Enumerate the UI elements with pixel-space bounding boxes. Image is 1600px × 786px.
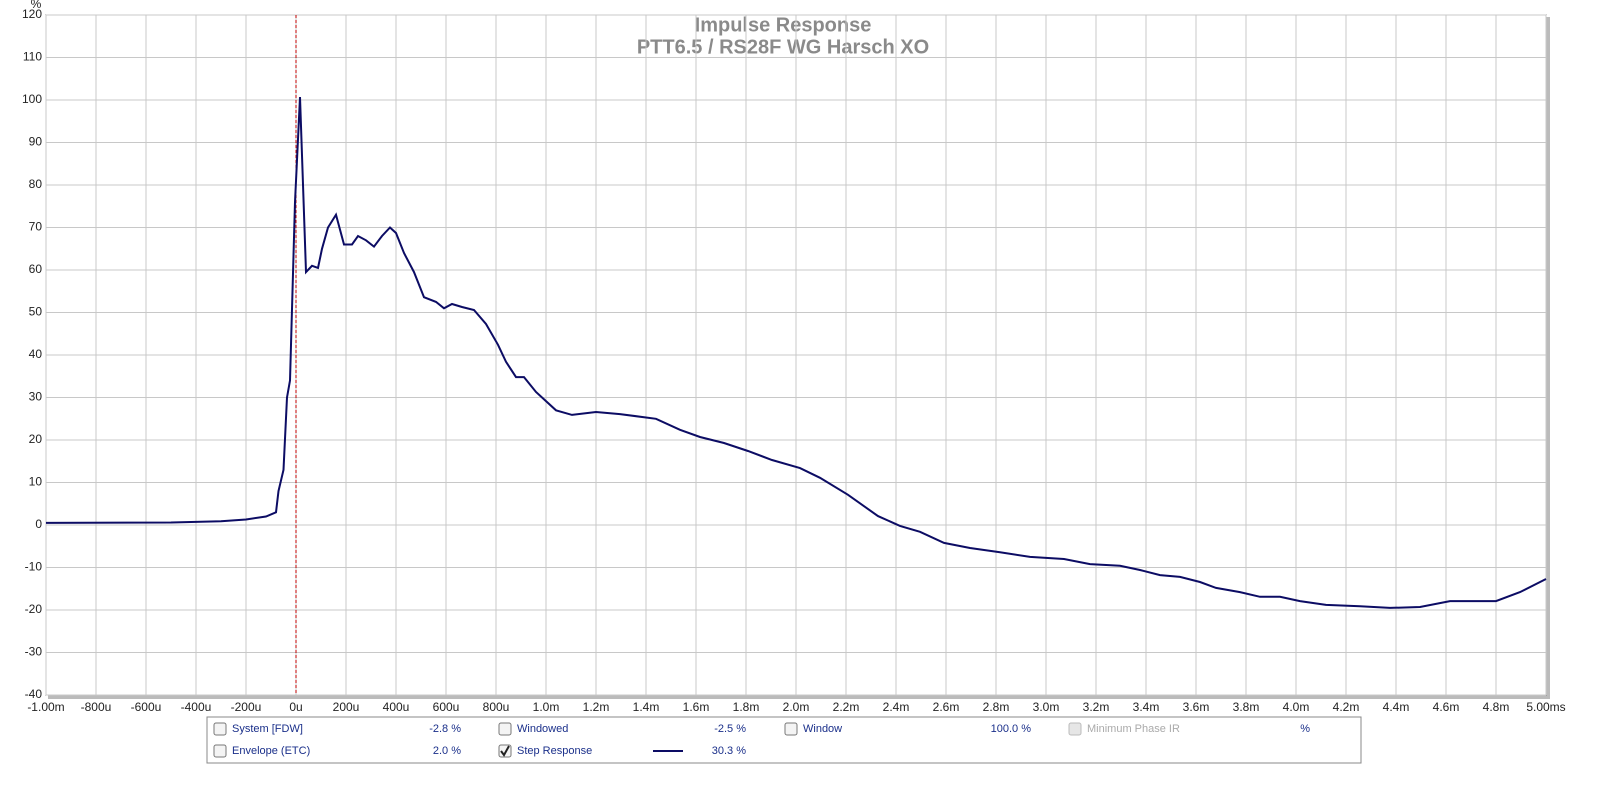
control-label: Envelope (ETC) xyxy=(232,745,310,757)
x-tick-label: 2.0m xyxy=(783,700,810,714)
x-tick-label: -400u xyxy=(181,700,212,714)
x-tick-label: 0u xyxy=(289,700,302,714)
control-label: System [FDW] xyxy=(232,723,303,735)
x-tick-label: 2.2m xyxy=(833,700,860,714)
x-tick-label: -1.00m xyxy=(27,700,64,714)
x-tick-label: 800u xyxy=(483,700,510,714)
checkbox xyxy=(1068,722,1082,736)
control-label: Windowed xyxy=(517,723,568,735)
y-tick-label: 30 xyxy=(29,390,43,404)
control-label: Step Response xyxy=(517,745,592,757)
x-tick-label: -600u xyxy=(131,700,162,714)
x-tick-label: 2.4m xyxy=(883,700,910,714)
x-tick-label: 3.2m xyxy=(1083,700,1110,714)
x-tick-label: 4.8m xyxy=(1483,700,1510,714)
x-tick-label: 3.6m xyxy=(1183,700,1210,714)
checkmark xyxy=(500,745,510,757)
x-tick-label: 200u xyxy=(333,700,360,714)
controls-panel xyxy=(206,716,1362,764)
checkbox[interactable] xyxy=(784,722,798,736)
control-value: -2.5 % xyxy=(714,723,746,735)
control-value: 30.3 % xyxy=(712,745,746,757)
x-tick-label: 2.8m xyxy=(983,700,1010,714)
checkbox[interactable] xyxy=(498,722,512,736)
chart-subtitle: PTT6.5 / RS28F WG Harsch XO xyxy=(637,36,929,58)
y-tick-label: 60 xyxy=(29,262,43,276)
y-tick-label: -10 xyxy=(25,560,43,574)
y-tick-label: 40 xyxy=(29,347,43,361)
y-tick-label: 0 xyxy=(35,517,42,531)
y-tick-label: 50 xyxy=(29,305,43,319)
checkbox[interactable] xyxy=(213,744,227,758)
x-tick-label: 2.6m xyxy=(933,700,960,714)
y-tick-label: 120 xyxy=(22,7,42,21)
x-tick-label: 3.0m xyxy=(1033,700,1060,714)
y-tick-label: 20 xyxy=(29,432,43,446)
checkbox[interactable] xyxy=(213,722,227,736)
x-tick-label: 1.2m xyxy=(583,700,610,714)
x-tick-label: 3.4m xyxy=(1133,700,1160,714)
chart-title: Impulse Response xyxy=(695,14,872,36)
x-tick-label: 4.0m xyxy=(1283,700,1310,714)
x-tick-label: 4.6m xyxy=(1433,700,1460,714)
y-tick-label: 10 xyxy=(29,475,43,489)
y-tick-label: 90 xyxy=(29,135,43,149)
x-tick-label: -200u xyxy=(231,700,262,714)
y-tick-label: 110 xyxy=(23,50,42,64)
x-tick-label: 1.8m xyxy=(733,700,760,714)
x-tick-label: 4.2m xyxy=(1333,700,1360,714)
x-tick-label: 1.4m xyxy=(633,700,660,714)
x-tick-label: 1.0m xyxy=(533,700,560,714)
y-tick-label: -20 xyxy=(25,602,43,616)
control-label: Window xyxy=(803,723,842,735)
x-tick-label: -800u xyxy=(81,700,112,714)
y-tick-label: 100 xyxy=(22,92,42,106)
x-tick-label: 3.8m xyxy=(1233,700,1260,714)
x-tick-label: 4.4m xyxy=(1383,700,1410,714)
x-tick-label: 1.6m xyxy=(683,700,710,714)
control-value: -2.8 % xyxy=(429,723,461,735)
control-label: Minimum Phase IR xyxy=(1087,723,1180,735)
control-value: 2.0 % xyxy=(433,745,461,757)
x-tick-label: 400u xyxy=(383,700,410,714)
y-tick-label: 70 xyxy=(29,220,43,234)
y-tick-label: -30 xyxy=(25,645,43,659)
control-value: 100.0 % xyxy=(991,723,1032,735)
y-tick-label: 80 xyxy=(29,177,43,191)
series-line xyxy=(45,96,1547,609)
x-tick-label: 600u xyxy=(433,700,460,714)
x-tick-label: 5.00ms xyxy=(1526,700,1565,714)
y-axis-label: % xyxy=(31,0,42,11)
control-value: % xyxy=(1300,723,1310,735)
y-tick-label: -40 xyxy=(25,687,43,701)
